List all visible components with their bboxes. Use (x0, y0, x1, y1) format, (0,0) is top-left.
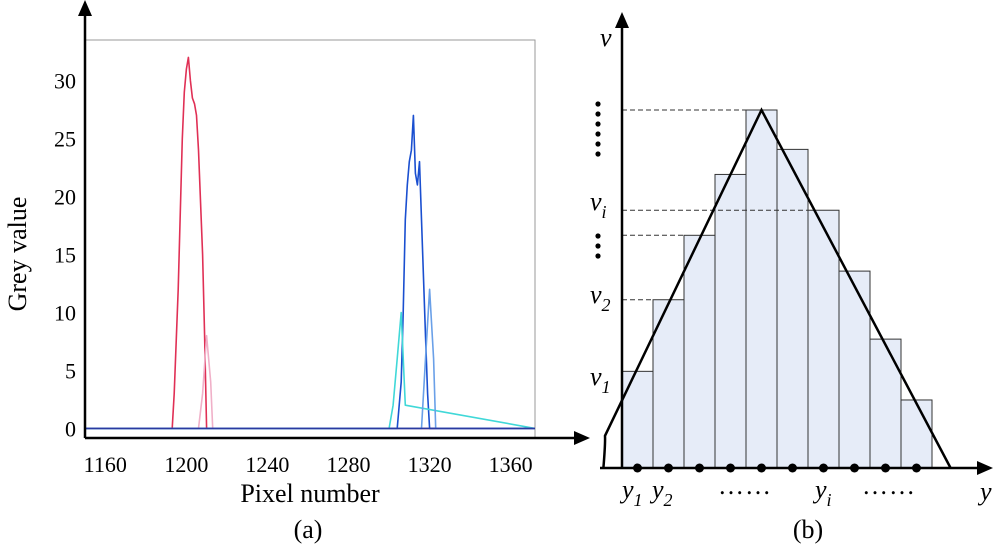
sample-point (695, 463, 704, 473)
ellipsis-dot (595, 111, 601, 117)
histogram-bar (652, 299, 685, 469)
panel-label-a: (a) (294, 515, 323, 544)
v-axis-arrow (615, 12, 629, 28)
sample-point (633, 463, 642, 473)
x-axis-arrow (574, 431, 590, 445)
y-tick-label: 20 (54, 185, 76, 210)
y-tick-label: 10 (54, 300, 76, 325)
ellipsis-dot (595, 141, 601, 147)
y-axis-label: Grey value (3, 197, 32, 312)
h-ellipsis-2: …… (862, 471, 916, 500)
ellipsis-dot (595, 243, 601, 249)
panel-a: 1160 1200 1240 1280 1320 1360 0 5 10 15 20 25 30 Pix… (3, 0, 590, 544)
x-tick-label: 1200 (164, 452, 208, 477)
plot-frame (84, 39, 536, 439)
v2-label: v2 (590, 280, 611, 315)
series-line-1 (85, 56, 535, 430)
sample-point (664, 463, 673, 473)
histogram-bar (745, 109, 778, 469)
y-tick-label: 30 (54, 69, 76, 94)
yi-label: yi (812, 475, 832, 510)
ellipsis-dot (595, 101, 601, 107)
vi-label: vi (590, 187, 607, 222)
x-tick-label: 1320 (408, 452, 452, 477)
sample-point (881, 463, 890, 473)
triangle-curve (602, 107, 952, 469)
y-tick-label: 25 (54, 127, 76, 152)
ellipsis-dot (595, 233, 601, 239)
histogram-bar (621, 370, 654, 469)
sample-point (912, 463, 921, 473)
ellipsis-dot (595, 121, 601, 127)
h-ellipsis-1: …… (718, 471, 772, 500)
bars-group (621, 109, 933, 469)
sample-point (850, 463, 859, 473)
sample-point (757, 463, 766, 473)
histogram-bar (838, 270, 871, 469)
x-tick-label: 1160 (84, 452, 127, 477)
series-group (85, 56, 535, 430)
histogram-bar (776, 148, 809, 469)
sample-point (819, 463, 828, 473)
x-axis-label: Pixel number (240, 479, 380, 508)
ellipsis-dot (595, 151, 601, 157)
x-tick-label: 1280 (327, 452, 371, 477)
histogram-bar (869, 338, 902, 469)
y1-label: y1 (619, 475, 643, 510)
panel-label-b: (b) (793, 515, 823, 544)
tick-labels: 1160 1200 1240 1280 1320 1360 0 5 10 15 20 25 30 (54, 69, 533, 477)
y-tick-label: 0 (65, 416, 76, 441)
ellipsis-dot (595, 131, 601, 137)
x-tick-label: 1240 (245, 452, 289, 477)
dashed-guides (622, 109, 808, 301)
sample-point (726, 463, 735, 473)
histogram-bar (714, 173, 747, 469)
histogram-bar (683, 234, 716, 469)
histogram-bar (900, 399, 933, 469)
y-axis-arrow (78, 0, 92, 16)
vertical-ellipses (595, 101, 601, 259)
y2-label: y2 (649, 475, 673, 510)
panel-b: v y v1 v2 vi y1 y2 yi …… …… (b) (590, 12, 993, 544)
y-axis-arrow-b (977, 461, 993, 475)
sample-points (633, 463, 921, 473)
x-tick-label: 1360 (489, 452, 533, 477)
ellipsis-dot (595, 253, 601, 259)
y-axis-label-b: y (977, 477, 992, 506)
v-axis-label: v (600, 23, 612, 52)
sample-point (788, 463, 797, 473)
y-tick-label: 15 (54, 242, 76, 267)
y-tick-label: 5 (65, 358, 76, 383)
histogram-bar (807, 209, 840, 469)
v1-label: v1 (590, 362, 611, 397)
